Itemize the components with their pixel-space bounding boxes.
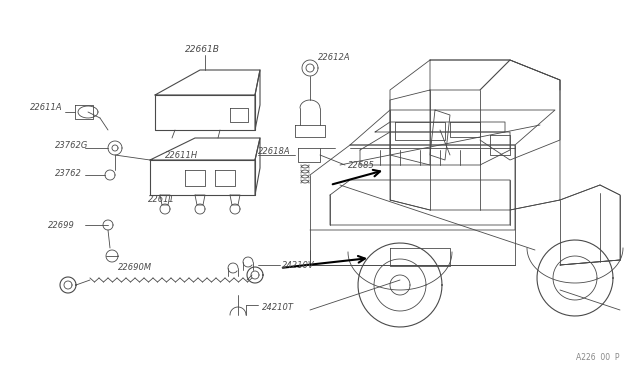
Text: 22699: 22699 <box>48 221 75 230</box>
Text: A226  00  P: A226 00 P <box>577 353 620 362</box>
Text: 22685: 22685 <box>348 160 375 170</box>
Text: 22618A: 22618A <box>258 148 291 157</box>
Text: 22612A: 22612A <box>318 54 351 62</box>
Text: 22661B: 22661B <box>185 45 220 55</box>
Text: 22690M: 22690M <box>118 263 152 273</box>
Text: 23762: 23762 <box>55 169 82 177</box>
Text: 22611A: 22611A <box>30 103 63 112</box>
Text: 24210T: 24210T <box>262 302 294 311</box>
Text: 22611H: 22611H <box>165 151 198 160</box>
Text: 22611: 22611 <box>148 196 175 205</box>
Text: 24210V: 24210V <box>282 260 315 269</box>
Text: 23762G: 23762G <box>55 141 88 150</box>
